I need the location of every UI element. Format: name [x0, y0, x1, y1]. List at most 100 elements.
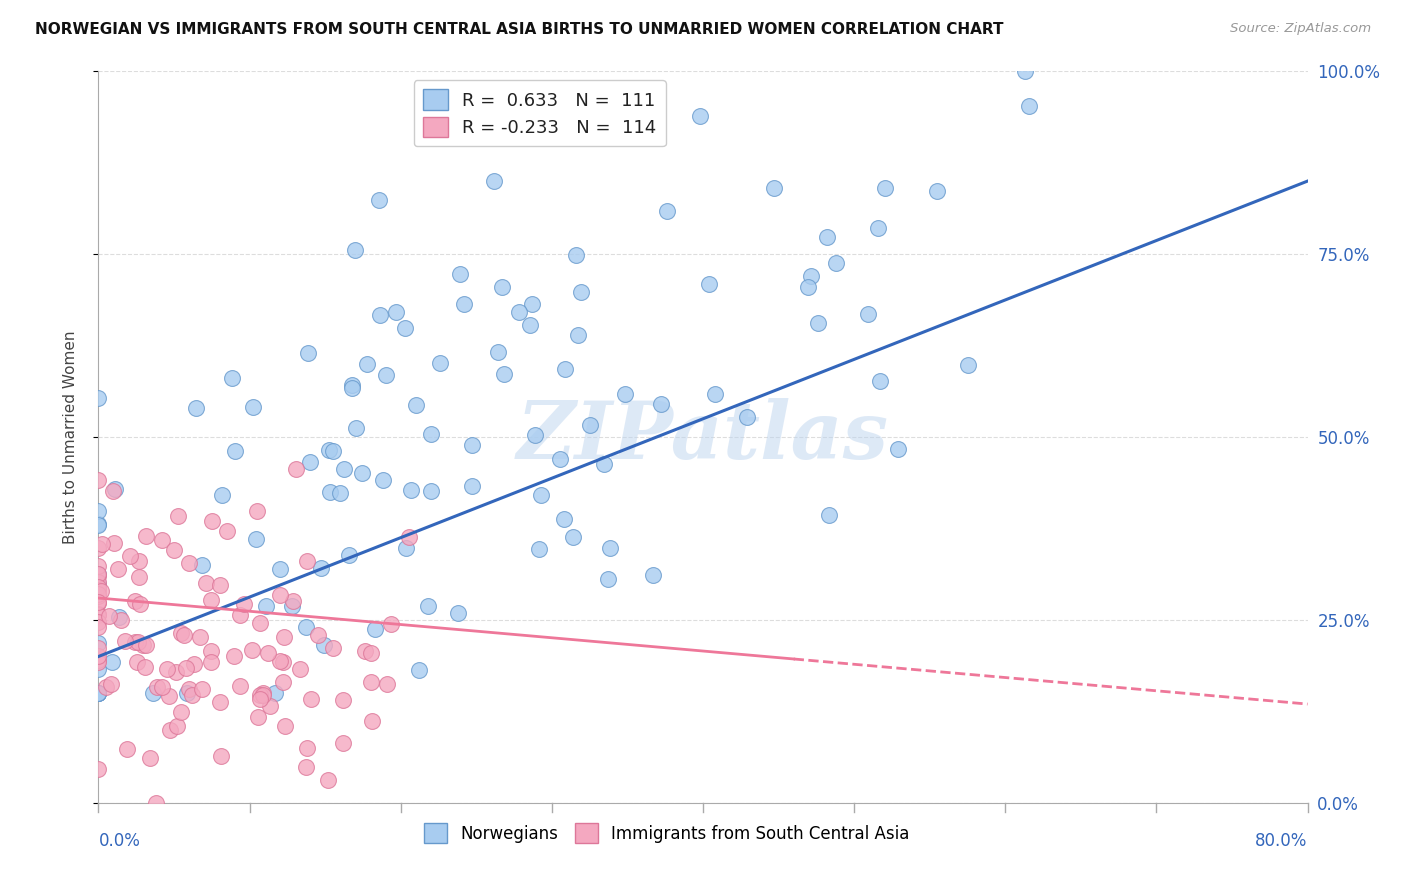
Point — [166, 719, 188, 733]
Point — [104, 482, 127, 496]
Point — [824, 256, 846, 270]
Point — [283, 593, 305, 607]
Point — [87, 662, 110, 676]
Point — [87, 568, 110, 582]
Text: 80.0%: 80.0% — [1256, 832, 1308, 850]
Point — [87, 653, 110, 667]
Point — [461, 438, 484, 452]
Point — [363, 623, 385, 637]
Point — [868, 220, 890, 235]
Point — [107, 562, 129, 576]
Point — [569, 285, 592, 300]
Point — [115, 742, 138, 756]
Point — [145, 796, 167, 810]
Point — [375, 676, 398, 690]
Point — [177, 681, 200, 696]
Point — [249, 615, 271, 630]
Point — [87, 566, 110, 581]
Point — [87, 595, 110, 609]
Point — [420, 427, 443, 442]
Point — [134, 659, 156, 673]
Point — [222, 649, 245, 664]
Point — [329, 486, 352, 500]
Point — [554, 362, 576, 376]
Point — [166, 665, 188, 680]
Point — [87, 607, 110, 622]
Point — [565, 248, 588, 262]
Point — [87, 517, 110, 532]
Point — [254, 599, 277, 614]
Point — [87, 590, 110, 604]
Point — [217, 524, 239, 538]
Point — [322, 640, 344, 655]
Point — [309, 561, 332, 575]
Point — [128, 570, 150, 584]
Point — [316, 772, 339, 787]
Point — [297, 346, 319, 360]
Point — [294, 759, 316, 773]
Point — [87, 635, 110, 649]
Point — [273, 630, 295, 644]
Point — [429, 356, 451, 370]
Point — [259, 698, 281, 713]
Point — [482, 174, 505, 188]
Point — [553, 512, 575, 526]
Point — [224, 444, 246, 458]
Point — [114, 634, 136, 648]
Point — [350, 466, 373, 480]
Point — [87, 558, 110, 573]
Point — [87, 615, 110, 629]
Point — [156, 663, 179, 677]
Point — [340, 377, 363, 392]
Point — [299, 692, 322, 706]
Point — [650, 397, 672, 411]
Point — [184, 401, 207, 415]
Point — [150, 681, 173, 695]
Point — [90, 583, 112, 598]
Point — [87, 574, 110, 589]
Point — [395, 541, 418, 555]
Legend: Norwegians, Immigrants from South Central Asia: Norwegians, Immigrants from South Centra… — [418, 817, 917, 849]
Point — [269, 562, 291, 576]
Point — [127, 634, 149, 648]
Point — [399, 483, 422, 497]
Point — [87, 586, 110, 600]
Point — [353, 644, 375, 658]
Point — [246, 504, 269, 518]
Point — [209, 749, 232, 764]
Point — [318, 443, 340, 458]
Point — [181, 688, 204, 702]
Point — [87, 762, 110, 776]
Point — [419, 483, 441, 498]
Point — [548, 452, 571, 467]
Point — [394, 321, 416, 335]
Point — [614, 387, 637, 401]
Point — [343, 243, 366, 257]
Point — [87, 583, 110, 598]
Text: NORWEGIAN VS IMMIGRANTS FROM SOUTH CENTRAL ASIA BIRTHS TO UNMARRIED WOMEN CORREL: NORWEGIAN VS IMMIGRANTS FROM SOUTH CENTR… — [35, 22, 1004, 37]
Point — [263, 686, 285, 700]
Point — [228, 679, 250, 693]
Point — [856, 307, 879, 321]
Point — [578, 417, 600, 432]
Point — [228, 607, 250, 622]
Point — [274, 718, 297, 732]
Point — [94, 681, 117, 695]
Point — [167, 509, 190, 524]
Point — [527, 542, 550, 557]
Point — [170, 625, 193, 640]
Point — [87, 517, 110, 532]
Point — [368, 193, 391, 207]
Point — [453, 297, 475, 311]
Point — [333, 462, 356, 476]
Point — [110, 613, 132, 627]
Point — [398, 530, 420, 544]
Point — [408, 663, 430, 677]
Point — [135, 638, 157, 652]
Y-axis label: Births to Unmarried Women: Births to Unmarried Women — [63, 330, 77, 544]
Point — [233, 597, 256, 611]
Point — [87, 640, 110, 655]
Point — [344, 421, 367, 435]
Point — [817, 508, 839, 522]
Point — [380, 616, 402, 631]
